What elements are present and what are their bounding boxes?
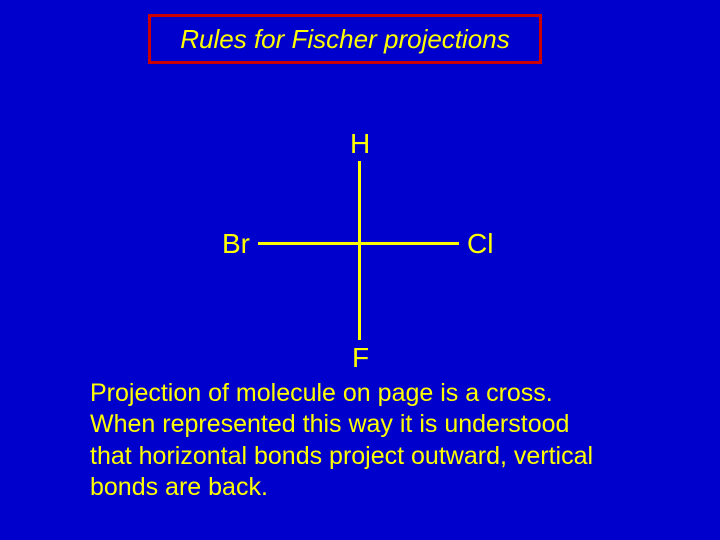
atom-bottom: F (352, 342, 369, 374)
atom-top: H (350, 128, 370, 160)
body-line3: that horizontal bonds project outward, v… (90, 442, 593, 470)
body-line1: Projection of molecule on page is a cros… (90, 379, 553, 407)
body-text: Projection of molecule on page is a cros… (90, 378, 650, 503)
vertical-bond (358, 161, 361, 340)
title-box: Rules for Fischer projections (148, 14, 542, 64)
horizontal-bond (258, 242, 459, 245)
body-line2: When represented this way it is understo… (90, 410, 569, 438)
atom-right: Cl (467, 228, 493, 260)
atom-left: Br (222, 228, 250, 260)
title-text: Rules for Fischer projections (180, 24, 509, 54)
body-line4: bonds are back. (90, 473, 268, 501)
